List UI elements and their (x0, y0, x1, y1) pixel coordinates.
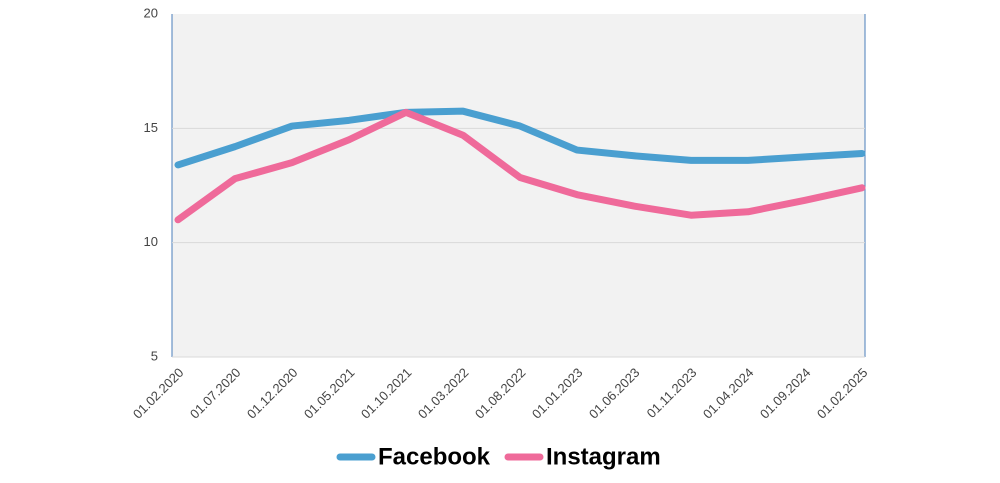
series-line (174, 108, 866, 224)
x-tick-label: 01.05.2021 (301, 365, 358, 422)
y-tick-label: 5 (151, 348, 158, 363)
x-tick-label: 01.07.2020 (187, 365, 244, 422)
x-tick-label: 01.03.2022 (415, 365, 472, 422)
y-tick-label: 20 (144, 5, 158, 20)
plot-area (172, 14, 865, 357)
legend-label: Facebook (378, 443, 491, 470)
x-tick-label: 01.01.2023 (529, 365, 586, 422)
x-tick-label: 01.09.2024 (757, 365, 814, 422)
x-tick-label: 01.06.2023 (586, 365, 643, 422)
x-tick-label: 01.10.2021 (358, 365, 415, 422)
y-tick-label: 15 (144, 120, 158, 135)
x-tick-label: 01.08.2022 (472, 365, 529, 422)
x-tick-label: 01.04.2024 (700, 365, 757, 422)
legend-label: Instagram (546, 443, 661, 470)
x-tick-label: 01.11.2023 (644, 365, 700, 421)
x-tick-label: 01.02.2020 (130, 365, 187, 422)
x-tick-label: 01.02.2025 (814, 365, 871, 422)
y-tick-label: 10 (144, 234, 158, 249)
series-line (174, 107, 866, 169)
x-tick-label: 01.12.2020 (244, 365, 301, 422)
